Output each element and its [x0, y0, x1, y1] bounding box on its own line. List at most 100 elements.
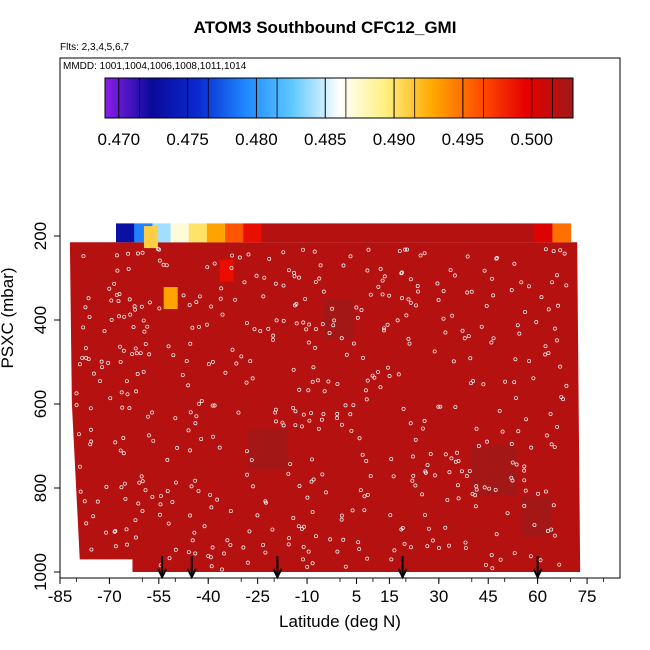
sample-point: [211, 434, 215, 439]
sample-point: [266, 326, 271, 331]
sample-point: [99, 359, 104, 364]
sample-point: [408, 277, 413, 282]
sample-point: [564, 283, 569, 288]
sample-point: [538, 558, 543, 563]
sample-point: [145, 414, 150, 419]
sample-point: [310, 379, 315, 384]
sample-point: [91, 514, 96, 519]
sample-point: [554, 338, 559, 343]
sample-point: [145, 324, 150, 329]
sample-point: [310, 510, 315, 514]
sample-point: [399, 527, 404, 532]
y-tick-label: 600: [31, 390, 50, 418]
sample-point: [113, 529, 118, 533]
sample-point: [399, 271, 404, 276]
sample-point: [306, 388, 311, 393]
upper-band-cell: [425, 223, 444, 243]
sample-point: [95, 499, 100, 504]
sample-point: [143, 342, 148, 346]
sample-point: [319, 417, 324, 422]
sample-point: [551, 249, 556, 254]
sample-point: [391, 474, 396, 479]
sample-point: [166, 344, 171, 349]
sample-point: [368, 292, 373, 297]
sample-point: [299, 424, 304, 429]
sample-point: [550, 280, 554, 285]
sample-point: [89, 427, 93, 432]
sample-point: [109, 298, 114, 303]
sample-point: [552, 326, 557, 331]
sample-point: [523, 488, 528, 493]
sample-point: [112, 281, 117, 286]
sample-point: [118, 344, 123, 349]
sample-point: [215, 497, 219, 502]
field-patch: [247, 429, 288, 470]
sample-point: [497, 408, 502, 413]
sample-point: [552, 445, 557, 449]
flight-arrow-head: [186, 568, 197, 580]
sample-point: [519, 280, 524, 285]
flight-arrow-head: [397, 568, 408, 580]
sample-point: [432, 349, 437, 354]
sample-point: [142, 329, 147, 334]
sample-point: [484, 303, 489, 308]
sample-point: [157, 258, 162, 263]
sample-point: [469, 381, 473, 386]
sample-point: [404, 313, 409, 318]
sample-point: [512, 380, 517, 385]
upper-band-cell: [479, 223, 499, 243]
sample-point: [107, 286, 112, 291]
sample-point: [118, 448, 123, 453]
sample-point: [77, 362, 82, 367]
sample-point: [247, 529, 252, 534]
sample-point: [150, 410, 155, 415]
sample-point: [526, 284, 531, 289]
sample-point: [209, 505, 214, 510]
y-tick-label: 1000: [31, 553, 50, 591]
sample-point: [114, 292, 119, 297]
sample-point: [127, 297, 132, 302]
field-patch: [521, 496, 552, 537]
y-tick-label: 800: [31, 474, 50, 502]
sample-point: [313, 345, 318, 350]
x-tick-label: -40: [196, 587, 221, 606]
sample-point: [418, 253, 423, 258]
sample-point: [127, 406, 132, 411]
sample-point: [311, 365, 316, 370]
sample-point: [335, 416, 339, 420]
sample-point: [544, 433, 549, 438]
sample-point: [408, 300, 413, 305]
sample-point: [320, 472, 325, 477]
anomaly-cell: [143, 226, 158, 249]
sample-point: [114, 253, 119, 258]
sample-point: [505, 511, 510, 516]
sample-point: [474, 426, 479, 431]
sample-point: [410, 478, 415, 483]
sample-point: [414, 303, 418, 308]
sample-point: [117, 314, 121, 319]
sample-point: [87, 314, 92, 319]
sample-point: [220, 567, 224, 572]
sample-point: [453, 459, 458, 464]
sample-point: [438, 404, 443, 409]
x-tick-label: -55: [147, 587, 172, 606]
sample-point: [366, 247, 371, 252]
sample-point: [251, 484, 255, 489]
sample-point: [109, 317, 114, 322]
sample-point: [252, 327, 257, 332]
sample-point: [193, 421, 198, 426]
sample-point: [380, 278, 385, 283]
sample-point: [451, 359, 456, 364]
sample-point: [157, 247, 162, 252]
sample-point: [184, 359, 189, 364]
sample-point: [274, 318, 279, 323]
sample-point: [171, 353, 176, 358]
sample-point: [147, 300, 152, 305]
sample-point: [83, 305, 88, 310]
sample-point: [81, 325, 86, 330]
sample-point: [194, 300, 199, 304]
sample-point: [84, 346, 88, 351]
sample-point: [230, 253, 235, 258]
sample-point: [527, 359, 532, 364]
